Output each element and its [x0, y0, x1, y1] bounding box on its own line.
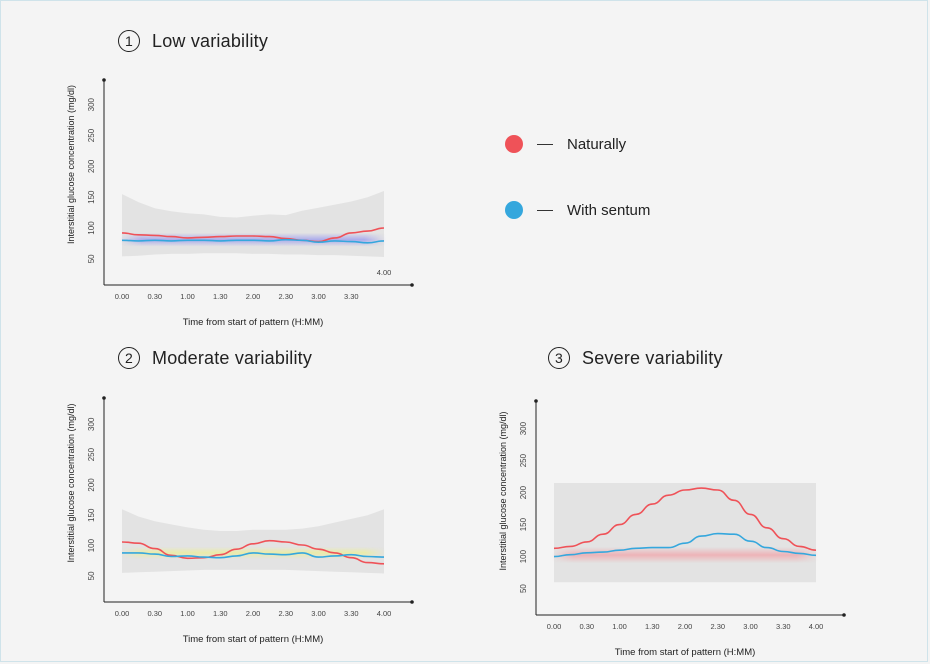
- panel-3-title: 3 Severe variability: [548, 347, 723, 369]
- y-tick-label: 200: [87, 159, 96, 173]
- chart-low-variability: 50 100 150 200 250 300 0.00 0.30 1.00 1.30 2.00 2.3…: [66, 78, 414, 328]
- x-tick-label: 0.00: [547, 622, 562, 631]
- x-tick-label: 2.00: [678, 622, 693, 631]
- legend-label-with-sentum: With sentum: [567, 201, 651, 219]
- x-tick-label: 4.00: [377, 609, 392, 618]
- series-line-naturally: [121, 539, 385, 565]
- x-tick-label: 0.30: [147, 292, 162, 301]
- x-tick-label: 2.00: [246, 292, 261, 301]
- y-tick-label: 150: [87, 508, 96, 522]
- legend-dot-with-sentum: [505, 201, 523, 219]
- y-tick-label: 200: [87, 478, 96, 492]
- x-tick-label: 2.30: [278, 609, 293, 618]
- x-tick-label: 3.00: [311, 292, 326, 301]
- x-tick-label: 1.30: [213, 292, 228, 301]
- panel-3-number: 3: [548, 347, 570, 369]
- x-tick-label: 0.30: [579, 622, 594, 631]
- x-tick-label: 0.00: [115, 609, 130, 618]
- chart-moderate-variability: 50 100 150 200 250 300 0.00 0.30 1.00 1.30 2.00 2.3…: [66, 396, 414, 645]
- x-axis-label: Time from start of pattern (H:MM): [183, 634, 324, 645]
- x-tick-label: 4.00: [377, 268, 392, 277]
- x-tick-label: 1.00: [612, 622, 627, 631]
- panel-1-number: 1: [118, 30, 140, 52]
- x-axis-end-dot: [410, 600, 414, 604]
- x-tick-label: 1.30: [645, 622, 660, 631]
- y-tick-label: 200: [519, 485, 528, 499]
- y-tick-label: 250: [87, 128, 96, 142]
- panel-2-number: 2: [118, 347, 140, 369]
- y-axis-end-dot: [102, 396, 106, 400]
- panel-1-title: 1 Low variability: [118, 30, 268, 52]
- legend-dash: [537, 143, 553, 145]
- y-tick-label: 300: [519, 421, 528, 435]
- panel-2-title-text: Moderate variability: [152, 347, 313, 368]
- chart-severe-variability: 50 100 150 200 250 300 0.00 0.30 1.00 1.30 2.00 2.3…: [498, 399, 846, 658]
- x-tick-label: 3.30: [344, 292, 359, 301]
- legend-label-naturally: Naturally: [567, 135, 627, 153]
- range-envelope: [122, 509, 384, 574]
- series-line-naturally: [121, 227, 385, 243]
- x-axis-label: Time from start of pattern (H:MM): [183, 317, 324, 328]
- series-line-with-sentum: [553, 532, 817, 558]
- x-tick-label: 3.00: [311, 609, 326, 618]
- series-line-naturally: [553, 487, 817, 551]
- x-tick-label: 4.00: [809, 622, 824, 631]
- x-tick-label: 3.30: [344, 609, 359, 618]
- y-axis-label: Interstitial glucose concentration (mg/d…: [66, 403, 76, 562]
- x-tick-label: 0.30: [147, 609, 162, 618]
- y-tick-label: 100: [87, 221, 96, 235]
- series-line-with-sentum: [121, 238, 385, 244]
- x-axis-label: Time from start of pattern (H:MM): [615, 647, 756, 658]
- x-axis-end-dot: [410, 283, 414, 287]
- y-tick-label: 100: [87, 538, 96, 552]
- y-tick-label: 100: [519, 549, 528, 563]
- panel-3-title-text: Severe variability: [582, 347, 723, 368]
- y-tick-label: 50: [519, 584, 528, 593]
- x-tick-label: 2.00: [246, 609, 261, 618]
- x-axis-end-dot: [842, 613, 846, 617]
- legend-dash: [537, 209, 553, 211]
- x-tick-label: 0.00: [115, 292, 130, 301]
- x-tick-label: 1.30: [213, 609, 228, 618]
- x-tick-label: 2.30: [278, 292, 293, 301]
- y-tick-label: 300: [87, 417, 96, 431]
- range-envelope: [122, 191, 384, 257]
- x-tick-label: 1.00: [180, 609, 195, 618]
- y-axis-end-dot: [534, 399, 538, 403]
- y-tick-label: 150: [519, 517, 528, 531]
- y-tick-label: 300: [87, 97, 96, 111]
- y-axis-end-dot: [102, 78, 106, 82]
- x-tick-label: 2.30: [710, 622, 725, 631]
- y-tick-label: 50: [87, 571, 96, 580]
- legend-item-with-sentum: With sentum: [505, 196, 650, 224]
- y-tick-label: 250: [519, 453, 528, 467]
- legend-item-naturally: Naturally: [505, 130, 650, 158]
- y-tick-label: 150: [87, 190, 96, 204]
- y-axis-label: Interstitial glucose concentration (mg/d…: [498, 411, 508, 570]
- range-envelope: [554, 483, 816, 583]
- x-tick-label: 3.30: [776, 622, 791, 631]
- legend: Naturally With sentum: [505, 130, 650, 262]
- panel-1-title-text: Low variability: [152, 30, 269, 51]
- target-band: [552, 547, 818, 563]
- legend-dot-naturally: [505, 135, 523, 153]
- x-tick-label: 3.00: [743, 622, 758, 631]
- x-tick-label: 1.00: [180, 292, 195, 301]
- series-line-with-sentum: [122, 552, 385, 559]
- panel-2-title: 2 Moderate variability: [118, 347, 312, 369]
- y-axis-label: Interstitial glucose concentration (mg/d…: [66, 85, 76, 244]
- y-tick-label: 250: [87, 447, 96, 461]
- y-tick-label: 50: [87, 254, 96, 263]
